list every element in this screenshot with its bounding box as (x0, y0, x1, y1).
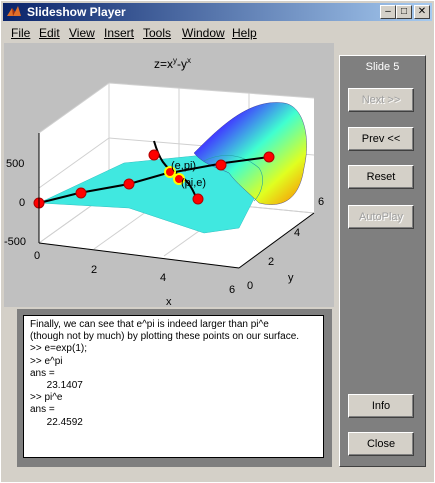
x-tick: 2 (91, 264, 97, 276)
menu-insert[interactable]: Insert (104, 26, 134, 40)
x-tick: 0 (34, 250, 40, 262)
menu-help-label: Help (232, 26, 257, 40)
command-line: Finally, we can see that e^pi is indeed … (30, 319, 269, 330)
command-line: 22.4592 (30, 416, 83, 428)
maximize-icon: □ (400, 6, 408, 17)
menu-window[interactable]: Window (182, 26, 225, 40)
y-tick: 0 (247, 280, 253, 292)
command-line: ans = (30, 404, 55, 416)
x-axis-line (38, 242, 240, 269)
maximize-button[interactable]: □ (396, 5, 412, 19)
close-icon: ✕ (417, 6, 427, 17)
command-line: >> pi^e (30, 392, 63, 404)
menu-edit[interactable]: Edit (39, 26, 60, 40)
x-axis-label: x (166, 296, 172, 307)
next-button[interactable]: Next >> (348, 88, 414, 112)
surface-peak (193, 102, 307, 205)
menu-window-label: Window (182, 26, 225, 40)
y-axis-label: y (288, 272, 294, 284)
close-window-button[interactable]: ✕ (414, 5, 430, 19)
slide-control-panel: Slide 5 Next >> Prev << Reset AutoPlay I… (339, 55, 426, 467)
surface-plot[interactable]: (e,pi) (pi,e) z=xy-yx 500 0 -500 0 2 4 6… (4, 43, 334, 308)
menu-insert-label: Insert (104, 26, 135, 40)
prev-button[interactable]: Prev << (348, 127, 414, 151)
menu-view-label: View (69, 26, 95, 40)
marker-pie (173, 173, 185, 185)
title-bar: Slideshow Player ‒ □ ✕ (3, 3, 432, 21)
command-line: >> e=exp(1); (30, 343, 87, 355)
command-line: >> e^pi (30, 355, 63, 367)
y-tick: 6 (318, 196, 324, 208)
matlab-icon (7, 6, 21, 16)
y-tick: 2 (268, 256, 274, 268)
command-panel: Finally, we can see that e^pi is indeed … (17, 309, 332, 467)
minimize-button[interactable]: ‒ (380, 5, 396, 19)
menu-tools[interactable]: Tools (143, 26, 171, 40)
autoplay-button[interactable]: AutoPlay (348, 205, 414, 229)
info-button[interactable]: Info (348, 394, 414, 418)
window-title: Slideshow Player (27, 5, 126, 19)
minimize-icon: ‒ (385, 6, 391, 17)
surface-flat (38, 150, 263, 234)
y-axis-line (238, 212, 315, 269)
annotation-epi: (e,pi) (171, 160, 196, 172)
data-markers (33, 149, 275, 209)
diagonal-line (38, 156, 270, 204)
plot-title: z=xy-yx (154, 56, 191, 71)
x-tick: 4 (160, 272, 166, 284)
menu-view[interactable]: View (69, 26, 95, 40)
z-tick: -500 (4, 236, 26, 248)
marker-epi (164, 166, 176, 178)
reset-button[interactable]: Reset (348, 165, 414, 189)
menu-help[interactable]: Help (232, 26, 257, 40)
menu-file-label: File (11, 26, 31, 40)
z-tick: 500 (6, 158, 24, 170)
y-tick: 4 (294, 227, 300, 239)
command-line: ans = (30, 367, 55, 379)
x-tick: 6 (229, 284, 235, 296)
menu-bar: File Edit View Insert Tools Window Help (3, 23, 432, 41)
slide-label: Slide 5 (365, 61, 400, 73)
menu-tools-label: Tools (143, 26, 172, 40)
menu-edit-label: Edit (39, 26, 60, 40)
figure-area: (e,pi) (pi,e) z=xy-yx 500 0 -500 0 2 4 6… (4, 43, 334, 308)
close-button[interactable]: Close (348, 432, 414, 456)
z-tick: 0 (19, 197, 25, 209)
command-line: 23.1407 (30, 380, 83, 392)
command-text-box: Finally, we can see that e^pi is indeed … (23, 315, 324, 458)
menu-file[interactable]: File (11, 26, 30, 40)
command-line: (though not by much) by plotting these p… (30, 331, 300, 343)
annotation-pie: (pi,e) (181, 177, 206, 189)
